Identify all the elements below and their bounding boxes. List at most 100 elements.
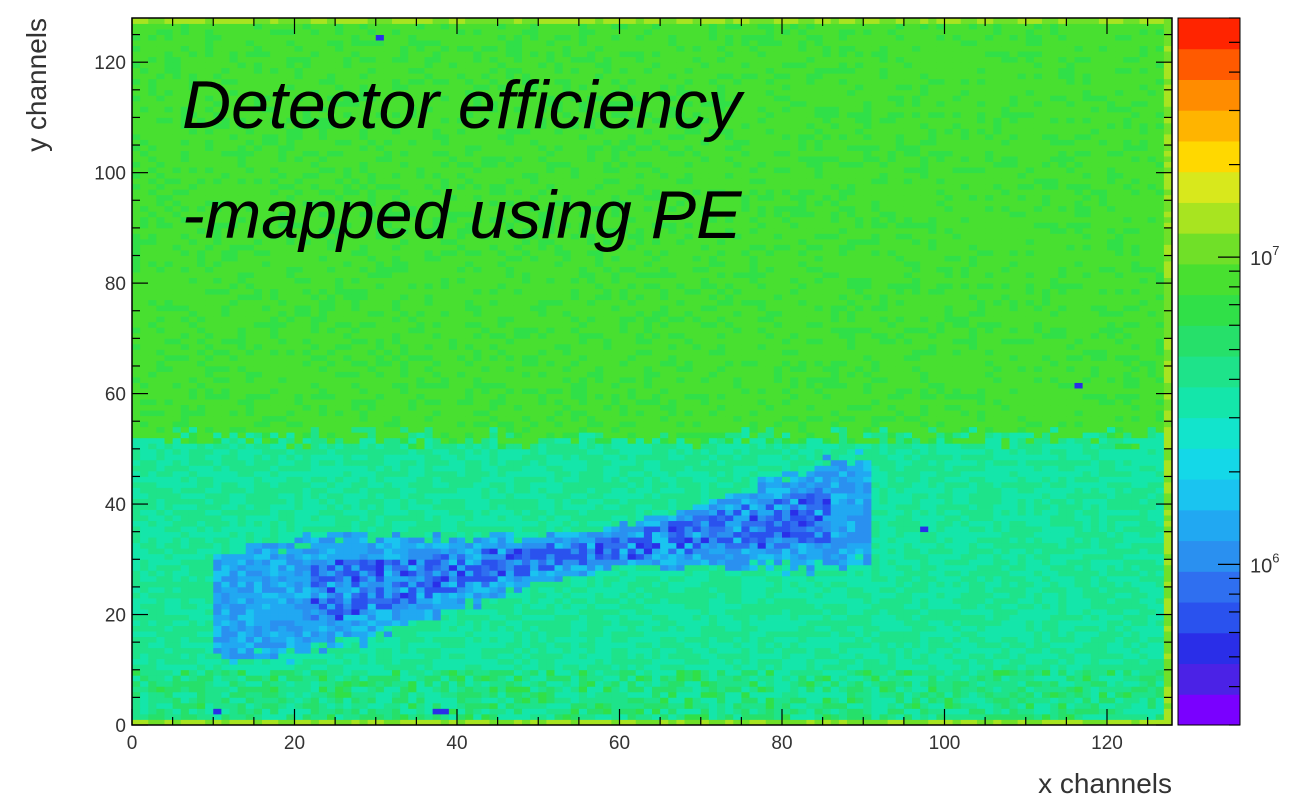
heatmap-cell (424, 548, 434, 555)
heatmap-cell (205, 609, 214, 615)
heatmap-cell (513, 592, 523, 599)
heatmap-cell (132, 531, 141, 538)
heatmap-cell (936, 636, 945, 643)
heatmap-cell (375, 548, 385, 555)
heatmap-cell (765, 564, 775, 571)
heatmap-cell (1123, 631, 1132, 638)
heatmap-cell (993, 553, 1002, 560)
heatmap-cell (814, 548, 824, 555)
heatmap-cell (530, 553, 539, 560)
heatmap-cell (806, 509, 815, 516)
heatmap-cell (213, 625, 222, 632)
heatmap-cell (554, 713, 564, 720)
heatmap-cell (1115, 509, 1124, 516)
heatmap-cell (668, 691, 677, 698)
heatmap-cell (400, 642, 409, 649)
heatmap-cell (327, 526, 336, 533)
heatmap-cell (619, 537, 629, 544)
heatmap-cell (619, 719, 629, 726)
heatmap-cell (522, 719, 531, 726)
heatmap-cell (310, 509, 320, 516)
heatmap-cell (538, 531, 547, 538)
heatmap-cell (164, 702, 174, 709)
heatmap-cell (692, 586, 702, 593)
heatmap-cell (1147, 642, 1157, 649)
heatmap-cell (903, 708, 913, 715)
heatmap-cell (351, 675, 360, 682)
heatmap-cell (912, 570, 921, 577)
heatmap-cell (132, 636, 141, 643)
heatmap-cell (294, 520, 304, 527)
heatmap-cell (765, 675, 775, 682)
heatmap-cell (717, 675, 726, 682)
heatmap-cell (1163, 647, 1173, 654)
heatmap-cell (676, 675, 685, 682)
heatmap-cell (1033, 675, 1043, 682)
heatmap-cell (1115, 575, 1124, 582)
heatmap-cell (522, 647, 531, 654)
heatmap-cell (440, 691, 450, 698)
heatmap-cell (448, 653, 458, 660)
heatmap-cell (343, 653, 352, 660)
heatmap-cell (286, 592, 295, 599)
heatmap-cell (993, 581, 1002, 588)
heatmap-cell (351, 708, 360, 715)
heatmap-cell (286, 631, 295, 638)
heatmap-cell (587, 570, 596, 577)
heatmap-cell (1163, 625, 1173, 632)
heatmap-cell (619, 553, 629, 560)
heatmap-cell (855, 625, 864, 632)
heatmap-cell (1033, 713, 1043, 720)
heatmap-cell (912, 636, 921, 643)
heatmap-cell (668, 675, 677, 682)
heatmap-cell (822, 526, 832, 533)
heatmap-cell (302, 702, 312, 709)
heatmap-cell (684, 664, 694, 671)
heatmap-cell (359, 664, 369, 671)
heatmap-cell (838, 675, 848, 682)
heatmap-cell (782, 642, 791, 649)
heatmap-cell (603, 653, 612, 660)
heatmap-cell (692, 658, 702, 665)
heatmap-cell (765, 597, 775, 604)
heatmap-cell (140, 609, 149, 615)
heatmap-cell (1001, 686, 1010, 693)
heatmap-cell (944, 553, 954, 560)
heatmap-cell (643, 631, 653, 638)
heatmap-cell (140, 592, 149, 599)
heatmap-cell (708, 581, 718, 588)
heatmap-cell (643, 553, 653, 560)
heatmap-cell (270, 520, 279, 527)
heatmap-cell (1098, 553, 1108, 560)
heatmap-cell (188, 675, 198, 682)
heatmap-cell (741, 570, 750, 577)
heatmap-cell (717, 636, 726, 643)
heatmap-cell (554, 548, 564, 555)
heatmap-cell (798, 597, 807, 604)
heatmap-cell (1017, 548, 1027, 555)
heatmap-cell (725, 609, 734, 615)
heatmap-cell (481, 597, 490, 604)
heatmap-cell (944, 570, 954, 577)
heatmap-cell (538, 520, 547, 527)
heatmap-cell (554, 597, 564, 604)
heatmap-cell (733, 548, 742, 555)
heatmap-cell (782, 553, 791, 560)
heatmap-cell (1107, 515, 1116, 522)
heatmap-cell (497, 653, 507, 660)
heatmap-cell (481, 719, 490, 726)
heatmap-cell (359, 592, 369, 599)
heatmap-cell (302, 636, 312, 643)
heatmap-cell (806, 520, 815, 527)
heatmap-cell (237, 526, 247, 533)
heatmap-cell (847, 647, 856, 654)
heatmap-cell (465, 614, 474, 621)
heatmap-cell (1042, 647, 1051, 654)
heatmap-cell (132, 553, 141, 560)
heatmap-cell (895, 702, 905, 709)
heatmap-cell (822, 597, 832, 604)
heatmap-cell (765, 575, 775, 582)
heatmap-cell (960, 570, 970, 577)
heatmap-cell (1107, 537, 1116, 544)
heatmap-cell (773, 697, 783, 704)
